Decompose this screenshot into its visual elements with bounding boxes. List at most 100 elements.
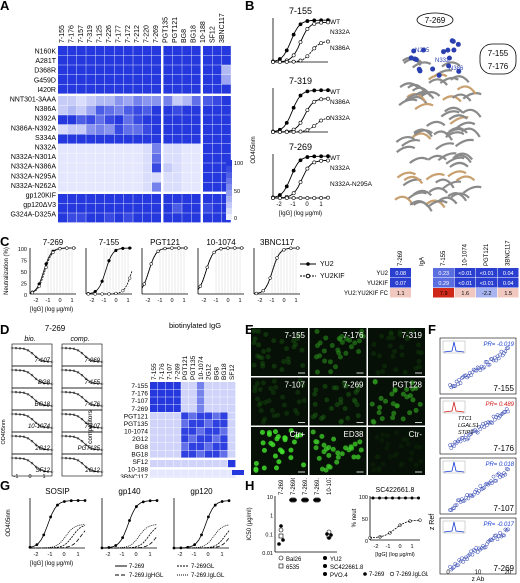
- cell: [334, 402, 340, 408]
- heatmap-cell: [163, 182, 173, 192]
- mini-plot-label: 7-107: [35, 358, 51, 364]
- heatmap-cell: [150, 420, 158, 428]
- table-cell: [497, 288, 519, 298]
- heatmap-cell: [157, 427, 166, 435]
- heatmap-cell: [114, 172, 124, 182]
- curve-label: WT: [330, 89, 340, 96]
- cell: [382, 363, 388, 369]
- cell: [356, 338, 362, 344]
- cell: [286, 359, 292, 365]
- tile-label: ED38: [343, 430, 364, 439]
- scatter-point: [462, 437, 467, 442]
- heatmap-cell: [67, 74, 77, 84]
- data-point: [291, 168, 296, 173]
- cell: [413, 407, 419, 413]
- cell: [268, 386, 274, 392]
- heatmap-cell: [172, 84, 182, 94]
- heatmap-cell: [114, 105, 124, 115]
- cell: [271, 413, 277, 419]
- cell: [343, 350, 349, 356]
- cell: [369, 401, 375, 407]
- heatmap-cell: [220, 469, 228, 477]
- data-point: [198, 284, 202, 288]
- x-tick: 0: [305, 202, 309, 208]
- inset-histogram: [443, 521, 465, 533]
- pearson-label: PR= 0.018: [485, 462, 514, 468]
- ribbon: [411, 61, 432, 69]
- heatmap-cell: [191, 163, 201, 173]
- data-point: [312, 21, 317, 26]
- heatmap-cell: [221, 105, 231, 115]
- scatter-point: [483, 545, 488, 550]
- heatmap-cell: [203, 203, 212, 213]
- cell: [251, 362, 257, 368]
- ic50-marker: [327, 536, 331, 540]
- cell: [410, 386, 416, 392]
- x-tick: 20: [505, 570, 512, 576]
- glycan: [450, 38, 456, 44]
- cell: [380, 432, 386, 438]
- heatmap-cell: [173, 412, 181, 420]
- glycan: [408, 55, 414, 61]
- mini-plot-label: PGT135: [78, 446, 101, 452]
- scatter-point: [457, 377, 462, 382]
- heatmap-cell: [182, 74, 192, 84]
- data-point: [277, 130, 282, 134]
- plot-title: gp120: [190, 487, 213, 496]
- heatmap-cell: [105, 105, 114, 115]
- cell: [398, 443, 404, 449]
- scatter-point: [474, 368, 479, 373]
- heatmap-cell: [204, 397, 212, 405]
- x-axis-label: z Ab: [472, 576, 485, 583]
- scatter-point: [453, 503, 458, 508]
- heatmap-cell: [157, 389, 166, 397]
- heatmap-cell: [95, 213, 105, 223]
- tile-label: PGT128: [392, 381, 422, 390]
- cell: [294, 336, 300, 342]
- heatmap-cell: [173, 404, 181, 412]
- competition-curve: [11, 435, 53, 451]
- heatmap-cell: [172, 46, 182, 56]
- scatter-point: [479, 364, 484, 369]
- curve-label: N386A: [330, 99, 351, 106]
- heatmap-cell: [220, 450, 228, 458]
- data-point: [298, 22, 303, 27]
- row-label: 7-176: [131, 391, 148, 398]
- x-tick: 1: [148, 552, 151, 558]
- cell: [338, 396, 344, 402]
- heatmap-cell: [163, 84, 173, 94]
- scatter-point: [478, 368, 483, 373]
- x-tick: 1: [238, 298, 241, 304]
- row-label: SF12: [132, 459, 148, 466]
- cell: [251, 340, 257, 346]
- heatmap-cell: [191, 153, 201, 163]
- heatmap-cell: [67, 172, 77, 182]
- tile-label: 7-269: [343, 381, 364, 390]
- ribbon: [428, 187, 449, 194]
- cell: [386, 335, 392, 341]
- data-point: [213, 503, 217, 507]
- heatmap-cell: [105, 55, 114, 65]
- heatmap-cell: [182, 65, 192, 75]
- cell: [276, 459, 282, 465]
- heatmap-cell: [212, 427, 220, 435]
- heatmap-cell: [165, 420, 173, 428]
- heatmap-cell: [76, 46, 86, 56]
- cell: [262, 416, 268, 422]
- data-point: [271, 60, 275, 64]
- heatmap-cell: [76, 115, 86, 125]
- heatmap-cell: [191, 134, 201, 144]
- column-header: PGT121: [172, 17, 179, 43]
- y-tick: 10: [267, 495, 273, 501]
- legend-label: 7-269: [369, 572, 385, 578]
- scatter-point: [491, 474, 496, 479]
- row-label: N332A: [35, 145, 57, 152]
- heatmap-cell: [105, 182, 114, 192]
- heatmap-cell: [181, 442, 189, 450]
- heatmap-cell: [165, 450, 173, 458]
- data-point: [319, 158, 324, 163]
- cell: [260, 380, 266, 386]
- heatmap-cell: [67, 194, 77, 204]
- table-cell: [411, 268, 433, 278]
